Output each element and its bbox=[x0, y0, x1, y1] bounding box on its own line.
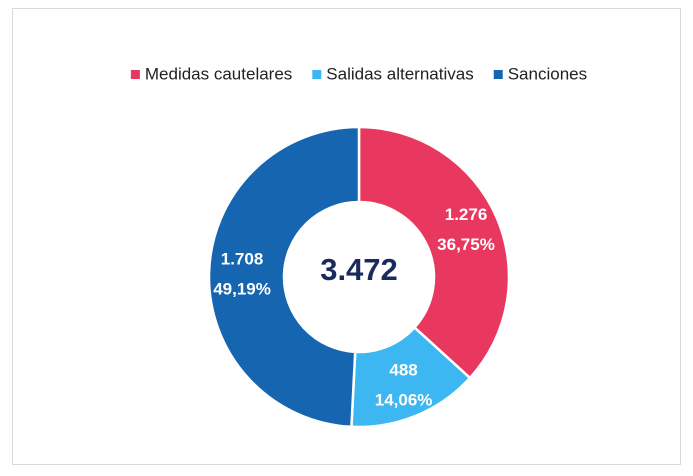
legend-swatch bbox=[130, 70, 140, 79]
donut-slice bbox=[357, 125, 511, 380]
legend-item: Salidas alternativas bbox=[312, 64, 474, 83]
percent-label: 14,06% bbox=[375, 391, 433, 410]
percent-label: 36,75% bbox=[437, 235, 495, 254]
legend-label: Salidas alternativas bbox=[326, 64, 473, 83]
value-label: 1.276 bbox=[445, 205, 488, 224]
value-label: 488 bbox=[389, 361, 417, 380]
legend-item: Medidas cautelares bbox=[130, 64, 292, 83]
center-label: 3.472 bbox=[320, 252, 398, 287]
donut: 1.276 36,75% 488 14,06% 1.708 49,19% bbox=[207, 125, 511, 429]
legend: Medidas cautelares Salidas alternativas Sa… bbox=[130, 64, 587, 83]
legend-swatch bbox=[312, 70, 322, 79]
legend-swatch bbox=[493, 70, 503, 79]
percent-label: 49,19% bbox=[213, 280, 271, 299]
donut-slice bbox=[207, 125, 361, 429]
value-label: 1.708 bbox=[221, 250, 264, 269]
legend-label: Medidas cautelares bbox=[145, 64, 292, 83]
legend-label: Sanciones bbox=[508, 64, 587, 83]
legend-item: Sanciones bbox=[493, 64, 587, 83]
